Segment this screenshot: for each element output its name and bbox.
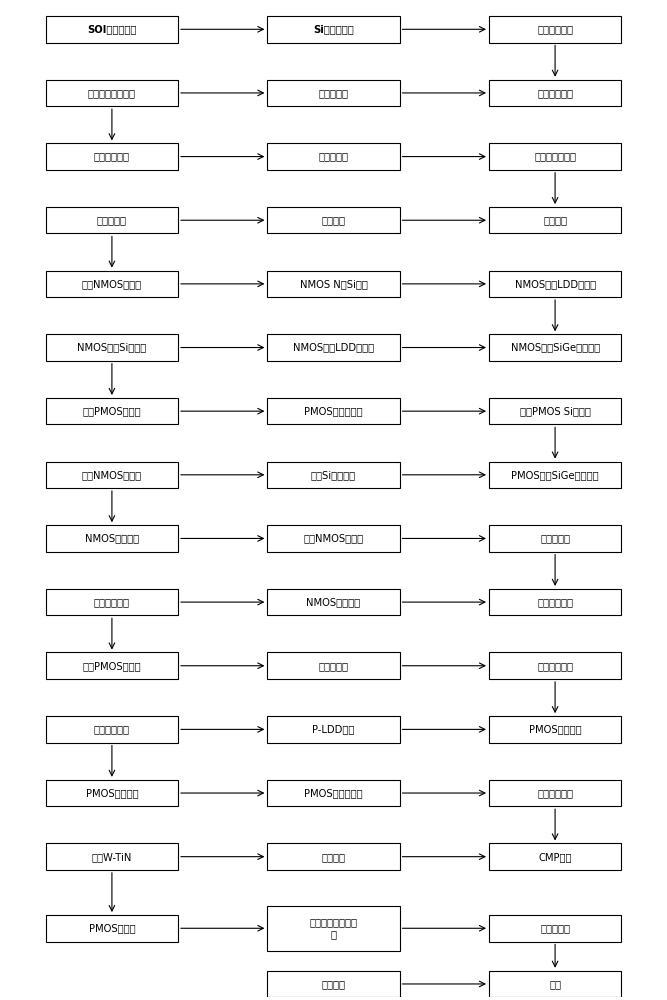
Text: PMOS侧墙制备: PMOS侧墙制备 (85, 788, 138, 798)
Text: 光刻引线孔: 光刻引线孔 (540, 923, 570, 933)
Text: P-LDD注入: P-LDD注入 (312, 724, 355, 734)
Text: 发射极制备: 发射极制备 (97, 215, 127, 225)
Bar (489, 780, 621, 806)
Bar (267, 589, 400, 615)
Text: 光刻NMOS漏沟槽: 光刻NMOS漏沟槽 (82, 470, 142, 480)
Text: PMOS源漏区注入: PMOS源漏区注入 (304, 788, 363, 798)
Text: 光刻PMOS有源区: 光刻PMOS有源区 (83, 661, 141, 671)
Text: NMOS漏极制备: NMOS漏极制备 (85, 533, 139, 543)
Text: PMOS虚栅制备: PMOS虚栅制备 (529, 724, 582, 734)
Text: 本征Si帽层生长: 本征Si帽层生长 (311, 470, 356, 480)
Text: NMOS源区Si层生长: NMOS源区Si层生长 (77, 343, 147, 353)
Text: NMOS栅极制备: NMOS栅极制备 (306, 597, 361, 607)
Bar (46, 716, 178, 743)
Text: PMOS应变SiGe沟道生长: PMOS应变SiGe沟道生长 (512, 470, 599, 480)
Bar (46, 843, 178, 870)
Bar (489, 80, 621, 106)
Text: 淀积W-TiN: 淀积W-TiN (92, 852, 132, 862)
Bar (267, 780, 400, 806)
Bar (46, 915, 178, 942)
Bar (46, 652, 178, 679)
Bar (267, 971, 400, 997)
Bar (46, 589, 178, 615)
Text: 光刻集电极: 光刻集电极 (319, 88, 348, 98)
Bar (489, 16, 621, 43)
Bar (489, 398, 621, 424)
Bar (46, 207, 178, 233)
Text: NMOS N型Si生长: NMOS N型Si生长 (299, 279, 368, 289)
Bar (489, 589, 621, 615)
Text: 集电极接触区制备: 集电极接触区制备 (88, 88, 136, 98)
Text: 淀积二氧化硅: 淀积二氧化硅 (537, 788, 573, 798)
Bar (267, 16, 400, 43)
Text: 光刻NMOS栅沟槽: 光刻NMOS栅沟槽 (303, 533, 364, 543)
Text: NMOS应变SiGe沟道生长: NMOS应变SiGe沟道生长 (510, 343, 600, 353)
Text: 淀积栅多晶硅: 淀积栅多晶硅 (537, 661, 573, 671)
Text: 基区制备: 基区制备 (321, 215, 346, 225)
Bar (267, 906, 400, 951)
Bar (267, 652, 400, 679)
Bar (489, 716, 621, 743)
Text: Si集电区外延: Si集电区外延 (313, 24, 354, 34)
Bar (46, 16, 178, 43)
Text: 淀积栅多晶硅: 淀积栅多晶硅 (537, 597, 573, 607)
Bar (489, 525, 621, 552)
Text: SOI衬底片选取: SOI衬底片选取 (87, 24, 137, 34)
Bar (267, 143, 400, 170)
Text: 淀积二氧化硅: 淀积二氧化硅 (94, 597, 130, 607)
Bar (267, 398, 400, 424)
Bar (46, 334, 178, 361)
Text: CMP抛光: CMP抛光 (538, 852, 572, 862)
Bar (267, 525, 400, 552)
Text: 浅槽隔离制备: 浅槽隔离制备 (537, 88, 573, 98)
Text: 生长PMOS Si缓冲层: 生长PMOS Si缓冲层 (520, 406, 590, 416)
Bar (267, 207, 400, 233)
Bar (267, 462, 400, 488)
Bar (489, 971, 621, 997)
Bar (46, 525, 178, 552)
Bar (489, 271, 621, 297)
Bar (46, 780, 178, 806)
Bar (267, 80, 400, 106)
Bar (489, 334, 621, 361)
Bar (46, 462, 178, 488)
Bar (489, 143, 621, 170)
Bar (267, 843, 400, 870)
Bar (46, 80, 178, 106)
Bar (489, 462, 621, 488)
Text: 淀积栅介质: 淀积栅介质 (540, 533, 570, 543)
Text: 淀积二氧化硅: 淀积二氧化硅 (94, 152, 130, 162)
Text: 外基区制备: 外基区制备 (319, 152, 348, 162)
Text: 光刻引线: 光刻引线 (321, 979, 346, 989)
Bar (489, 207, 621, 233)
Bar (489, 915, 621, 942)
Bar (267, 716, 400, 743)
Text: PMOS有源区刻蚀: PMOS有源区刻蚀 (304, 406, 363, 416)
Text: 光刻发射区窗口: 光刻发射区窗口 (534, 152, 576, 162)
Text: 合金: 合金 (549, 979, 561, 989)
Text: 淀积二氧化硅钝化
层: 淀积二氧化硅钝化 层 (309, 917, 358, 939)
Text: 淀积栅介质: 淀积栅介质 (319, 661, 348, 671)
Bar (489, 843, 621, 870)
Text: 光刻深槽隔离: 光刻深槽隔离 (537, 24, 573, 34)
Bar (46, 143, 178, 170)
Bar (489, 652, 621, 679)
Text: 光刻PMOS有源区: 光刻PMOS有源区 (83, 406, 141, 416)
Bar (267, 271, 400, 297)
Text: 虚栅腐蚀: 虚栅腐蚀 (321, 852, 346, 862)
Text: 光刻NMOS有源区: 光刻NMOS有源区 (82, 279, 142, 289)
Text: PMOS栅制备: PMOS栅制备 (89, 923, 135, 933)
Text: NMOS第二LDD层生长: NMOS第二LDD层生长 (293, 343, 374, 353)
Bar (46, 271, 178, 297)
Text: 侧墙制备: 侧墙制备 (543, 215, 567, 225)
Bar (46, 398, 178, 424)
Text: NMOS第一LDD层生长: NMOS第一LDD层生长 (514, 279, 596, 289)
Text: 淀积二氧化硅: 淀积二氧化硅 (94, 724, 130, 734)
Bar (267, 334, 400, 361)
